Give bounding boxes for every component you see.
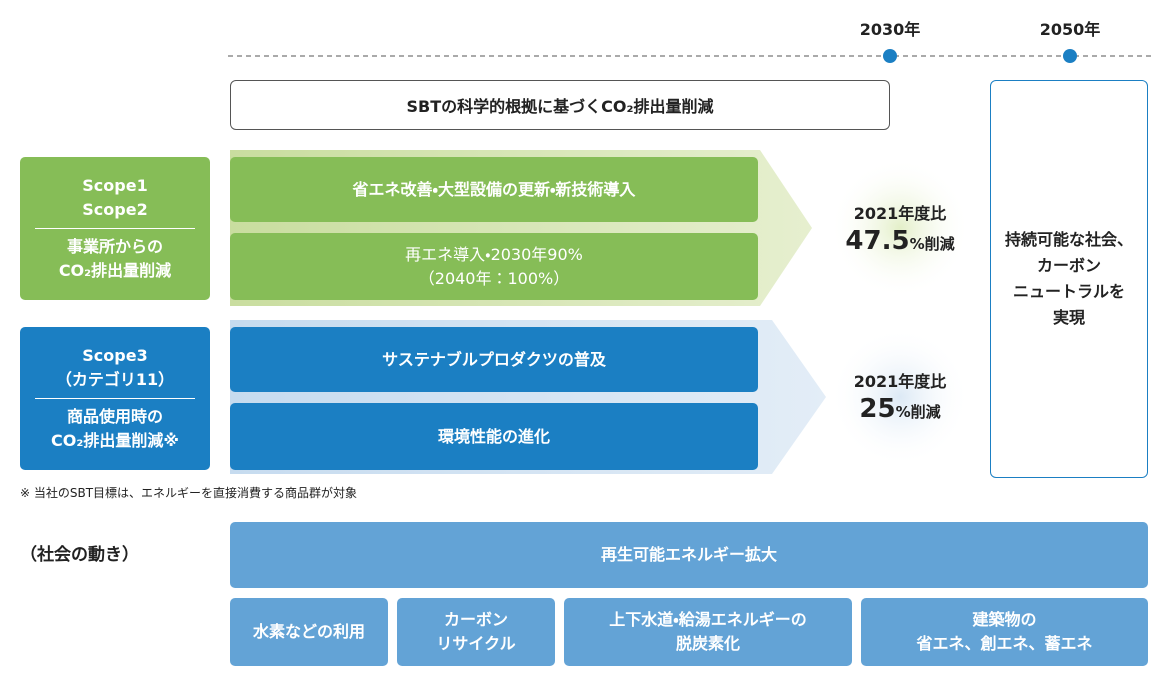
scope-title: （カテゴリ11） bbox=[55, 370, 175, 389]
society-item: カーボン リサイクル bbox=[397, 598, 555, 666]
society-item: 上下水道・給湯エネルギーの 脱炭素化 bbox=[564, 598, 852, 666]
glow bbox=[830, 158, 970, 298]
target-label: 2021年度比 bbox=[853, 372, 947, 391]
scope-desc: 商品使用時の bbox=[66, 407, 163, 426]
divider bbox=[35, 398, 195, 399]
target: 2021年度比 47.5%削減 bbox=[820, 202, 980, 256]
target-label: 2021年度比 bbox=[853, 204, 947, 223]
target-value: 47.5 bbox=[845, 226, 910, 256]
scope3-box: Scope3 （カテゴリ11） 商品使用時の CO₂排出量削減※ bbox=[20, 327, 210, 470]
action-text: 省エネ改善・大型設備の更新・新技術導入 bbox=[352, 179, 636, 199]
target: 2021年度比 25%削減 bbox=[820, 370, 980, 424]
glow bbox=[830, 327, 970, 467]
society-item-text: カーボン bbox=[443, 610, 508, 629]
scope12-box: Scope1 Scope2 事業所からの CO₂排出量削減 bbox=[20, 157, 210, 300]
target-unit: %削減 bbox=[909, 235, 955, 253]
timeline-dot bbox=[883, 49, 897, 63]
goal-box: 持続可能な社会、 カーボン ニュートラルを 実現 bbox=[990, 80, 1148, 478]
sbt-banner: SBTの科学的根拠に基づくCO₂排出量削減 bbox=[230, 80, 890, 130]
goal-line: 実現 bbox=[1052, 308, 1085, 327]
society-item: 建築物の 省エネ、創エネ、蓄エネ bbox=[861, 598, 1148, 666]
action-box: サステナブルプロダクツの普及 bbox=[230, 327, 758, 392]
scope-title: Scope2 bbox=[82, 200, 148, 219]
society-item-text: 水素などの利用 bbox=[252, 622, 365, 641]
scope-title: Scope3 bbox=[82, 346, 148, 365]
target-value: 25 bbox=[859, 394, 896, 424]
society-item: 水素などの利用 bbox=[230, 598, 388, 666]
scope-desc: 事業所からの bbox=[66, 237, 163, 256]
year-label: 2050年 bbox=[1039, 20, 1101, 39]
society-main: 再生可能エネルギー拡大 bbox=[230, 522, 1148, 588]
action-box: 省エネ改善・大型設備の更新・新技術導入 bbox=[230, 157, 758, 222]
society-item-text: 上下水道・給湯エネルギーの bbox=[609, 610, 807, 629]
scope-desc: CO₂排出量削減※ bbox=[51, 431, 179, 450]
society-item-text: 脱炭素化 bbox=[675, 634, 740, 653]
society-item-text: 建築物の bbox=[972, 610, 1037, 629]
scope-desc: CO₂排出量削減 bbox=[58, 261, 172, 280]
society-label: （社会の動き） bbox=[20, 545, 139, 565]
action-text: （2040年：100%） bbox=[418, 268, 570, 288]
divider bbox=[35, 228, 195, 229]
year-label: 2030年 bbox=[859, 20, 921, 39]
target-unit: %削減 bbox=[895, 403, 941, 421]
scope-title: Scope1 bbox=[82, 176, 148, 195]
footnote: ※ 当社のSBT目標は、エネルギーを直接消費する商品群が対象 bbox=[20, 486, 358, 500]
goal-line: ニュートラルを bbox=[1012, 282, 1125, 301]
action-text: 環境性能の進化 bbox=[437, 426, 550, 446]
society-item-text: リサイクル bbox=[436, 634, 516, 653]
timeline-dot bbox=[1063, 49, 1077, 63]
action-text: サステナブルプロダクツの普及 bbox=[382, 349, 606, 369]
action-text: 再エネ導入・2030年90% bbox=[405, 244, 583, 264]
society-main-text: 再生可能エネルギー拡大 bbox=[600, 545, 777, 564]
goal-line: カーボン bbox=[1036, 256, 1101, 275]
society-item-text: 省エネ、創エネ、蓄エネ bbox=[916, 634, 1093, 653]
goal-line: 持続可能な社会、 bbox=[1004, 230, 1133, 249]
action-box: 再エネ導入・2030年90% （2040年：100%） bbox=[230, 233, 758, 300]
action-box: 環境性能の進化 bbox=[230, 403, 758, 470]
